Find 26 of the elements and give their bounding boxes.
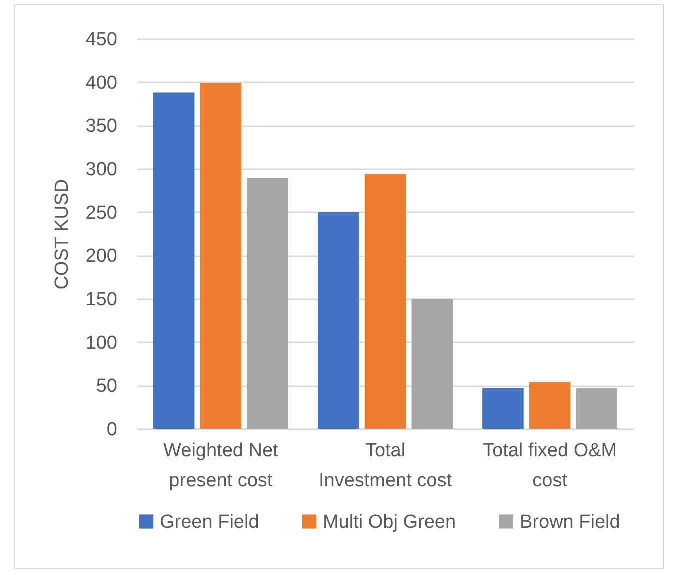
legend-label: Brown Field [520, 512, 620, 533]
y-tick-label: 0 [106, 420, 118, 440]
x-tick-label: Weighted Net present cost [164, 440, 280, 492]
y-tick-label: 400 [86, 72, 118, 94]
bar [412, 299, 453, 429]
y-tick-label: 150 [86, 290, 118, 310]
bar [247, 178, 288, 429]
bar [482, 388, 524, 429]
legend-label: Green Field [160, 512, 260, 533]
y-tick-label: 300 [86, 160, 118, 180]
bar [576, 388, 618, 429]
x-tick-label: Total fixed O&M cost [483, 440, 618, 492]
bar [364, 174, 406, 429]
x-tick-label: Total Investment cost [318, 440, 453, 492]
bar [318, 212, 360, 429]
y-tick-label: 200 [86, 246, 118, 268]
y-tick-label: 100 [86, 332, 118, 354]
y-tick-label: 350 [86, 116, 118, 138]
y-axis-title: COST KUSD [52, 179, 73, 290]
y-tick-label: 50 [96, 376, 118, 398]
bar [153, 92, 195, 429]
legend-label: Multi Obj Green [323, 512, 456, 533]
y-tick-label: 450 [86, 30, 118, 50]
bar [200, 83, 242, 429]
bar [529, 382, 571, 429]
y-tick-label: 250 [86, 202, 118, 224]
